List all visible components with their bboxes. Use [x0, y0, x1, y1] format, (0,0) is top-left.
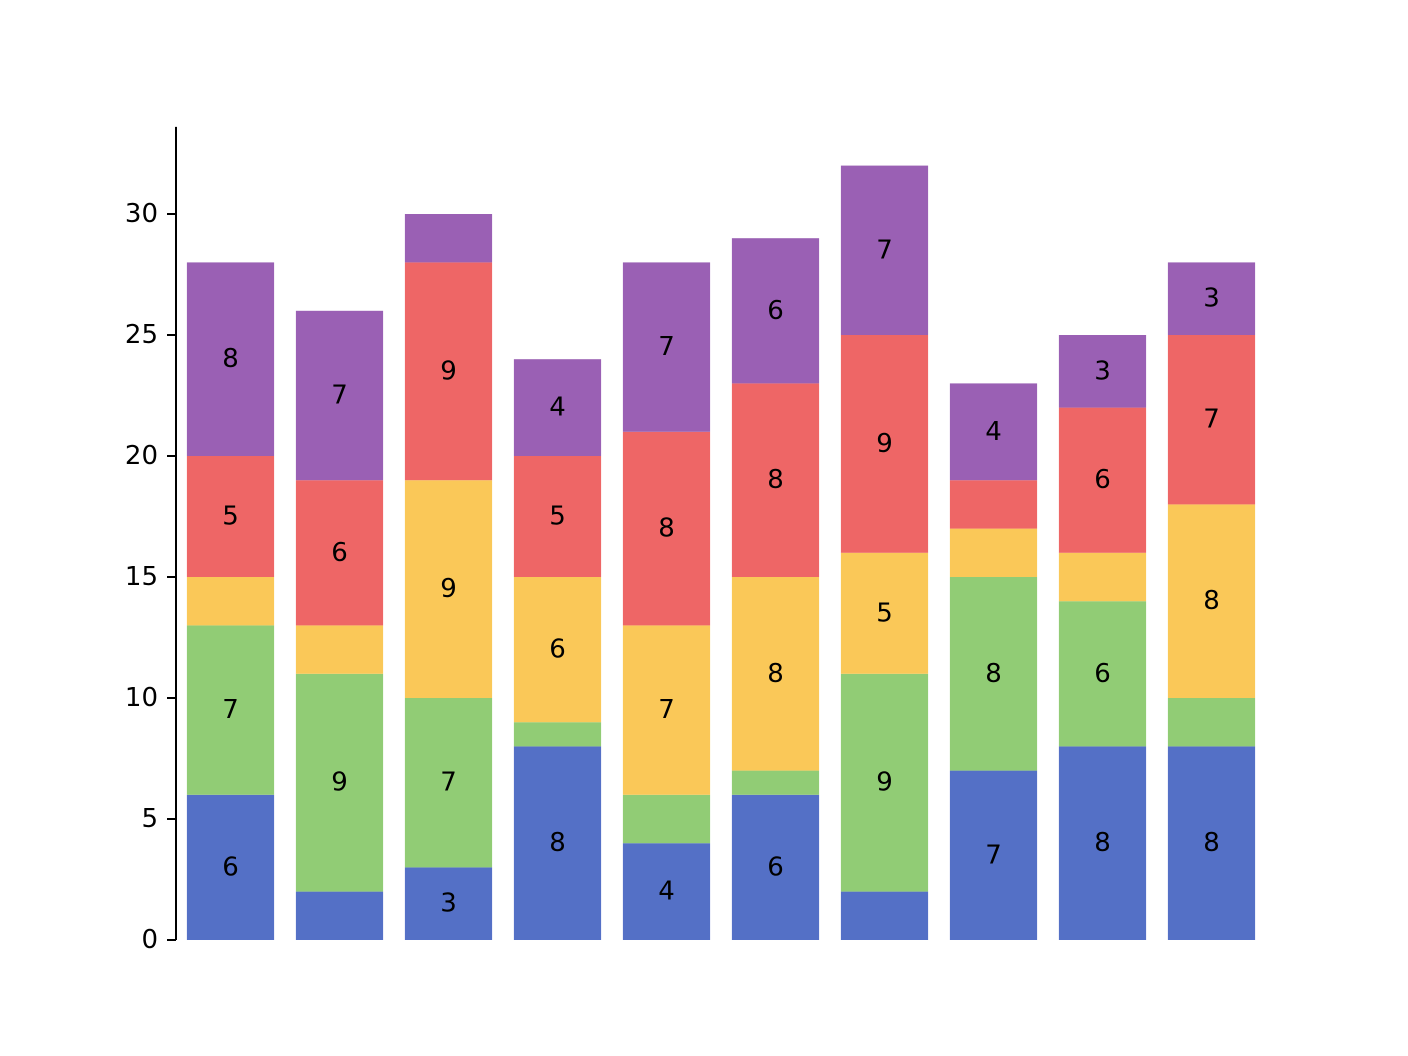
bar-segment-label: 9	[876, 768, 893, 798]
bar-segment-label: 7	[440, 768, 457, 798]
bar-segment	[622, 843, 711, 940]
bar-segment	[404, 698, 493, 868]
y-tick-label: 25	[125, 320, 158, 350]
bar-segment	[295, 891, 384, 940]
bar-segment	[731, 383, 820, 577]
bar-segment	[295, 310, 384, 481]
bar-segment-label: 5	[549, 502, 566, 532]
bar-segment-label: 4	[985, 417, 1002, 447]
bar-segment	[1058, 746, 1147, 940]
bar-segment	[404, 480, 493, 698]
bar-segment	[840, 165, 929, 335]
bar-segment	[731, 577, 820, 771]
bar-segment-label: 8	[767, 465, 784, 495]
y-tick-label: 15	[125, 562, 158, 592]
bar-segment-label: 3	[1203, 284, 1220, 314]
bar-segment	[840, 891, 929, 940]
bar-segment	[731, 770, 820, 795]
bar-segment-label: 6	[1094, 465, 1111, 495]
bar-segment-label: 8	[767, 659, 784, 689]
bar-segment	[949, 383, 1038, 481]
y-tick-label: 10	[125, 683, 158, 713]
bar-segment	[513, 746, 602, 940]
bar-segment	[404, 214, 493, 263]
bar-segment	[731, 794, 820, 940]
bar-segment-label: 8	[1203, 586, 1220, 616]
bar-segment-label: 6	[549, 635, 566, 665]
bar-segment-label: 6	[222, 852, 239, 882]
bar-segment	[295, 673, 384, 892]
bar-segment	[731, 238, 820, 384]
bar-segment	[1167, 504, 1256, 698]
bar-segment-label: 8	[1203, 828, 1220, 858]
y-tick-label: 0	[141, 925, 158, 955]
bar-segment	[949, 770, 1038, 940]
y-tick-label: 20	[125, 441, 158, 471]
bar-segment-label: 7	[658, 332, 675, 362]
bar-segment	[404, 867, 493, 940]
bar-segment-label: 4	[658, 877, 675, 907]
bar-segment	[1167, 335, 1256, 505]
bar-segment-label: 9	[440, 574, 457, 604]
bar-segment-label: 7	[331, 381, 348, 411]
bar-segment-label: 6	[767, 852, 784, 882]
bar-segment-label: 3	[440, 889, 457, 919]
bar-segment	[1058, 552, 1147, 602]
bar-segment-label: 6	[767, 296, 784, 326]
bar-segment	[840, 552, 929, 674]
bar-segment	[295, 480, 384, 626]
bar-segment	[1167, 698, 1256, 747]
bar-segment	[513, 359, 602, 456]
bar-segment	[622, 431, 711, 626]
bar-segment-label: 6	[1094, 659, 1111, 689]
bar-segment	[840, 335, 929, 553]
bar-segment	[513, 456, 602, 577]
bar-segment-label: 5	[876, 598, 893, 628]
bars-group	[186, 165, 1256, 940]
y-axis: 0 5 10 15 20 25 30	[125, 126, 177, 955]
bar-segment	[1058, 601, 1147, 747]
bar-segment-label: 8	[985, 659, 1002, 689]
bar-segment	[622, 262, 711, 432]
bar-segment-label: 5	[222, 502, 239, 532]
bar-segment-label: 8	[549, 828, 566, 858]
bar-segment-label: 9	[440, 356, 457, 386]
bar-segment	[622, 625, 711, 795]
bar-segment	[949, 528, 1038, 577]
y-tick-label: 5	[141, 804, 158, 834]
bar-segment-label: 7	[222, 695, 239, 725]
bar-segment	[949, 577, 1038, 771]
bar-segment	[1058, 407, 1147, 553]
bar-segment	[949, 480, 1038, 529]
bar-segment	[840, 673, 929, 892]
bar-segment-label: 8	[658, 514, 675, 544]
bar-segment	[186, 456, 275, 577]
bar-segment-label: 9	[331, 768, 348, 798]
bar-segment-label: 8	[1094, 828, 1111, 858]
bar-segment	[186, 794, 275, 940]
bar-segment-label: 3	[1094, 356, 1111, 386]
bar-segment-label: 8	[222, 344, 239, 374]
bar-segment-label: 7	[876, 235, 893, 265]
bar-segment-label: 7	[658, 695, 675, 725]
bar-segment-label: 7	[1203, 405, 1220, 435]
bar-segment	[186, 625, 275, 795]
bar-segment	[186, 577, 275, 626]
bar-segment	[513, 722, 602, 747]
bar-segment-label: 6	[331, 538, 348, 568]
bar-segment-label: 7	[985, 840, 1002, 870]
segment-labels-group: 6 7 5 8 9 6 7 3 7 9 9 8 6 5 4 4 7 8 7 6 8 8 6 9 5 9 7 7 8 4 8 6 6 3 8 8 7 3	[222, 235, 1220, 918]
bar-segment	[1167, 262, 1256, 335]
bar-segment	[1058, 335, 1147, 408]
bar-segment-label: 9	[876, 429, 893, 459]
bar-segment	[622, 794, 711, 844]
bar-segment	[295, 625, 384, 674]
bar-segment	[1167, 746, 1256, 940]
bar-segment-label: 4	[549, 393, 566, 423]
bar-segment	[404, 262, 493, 481]
y-tick-label: 30	[125, 199, 158, 229]
bar-segment	[186, 262, 275, 456]
bar-segment	[513, 577, 602, 723]
